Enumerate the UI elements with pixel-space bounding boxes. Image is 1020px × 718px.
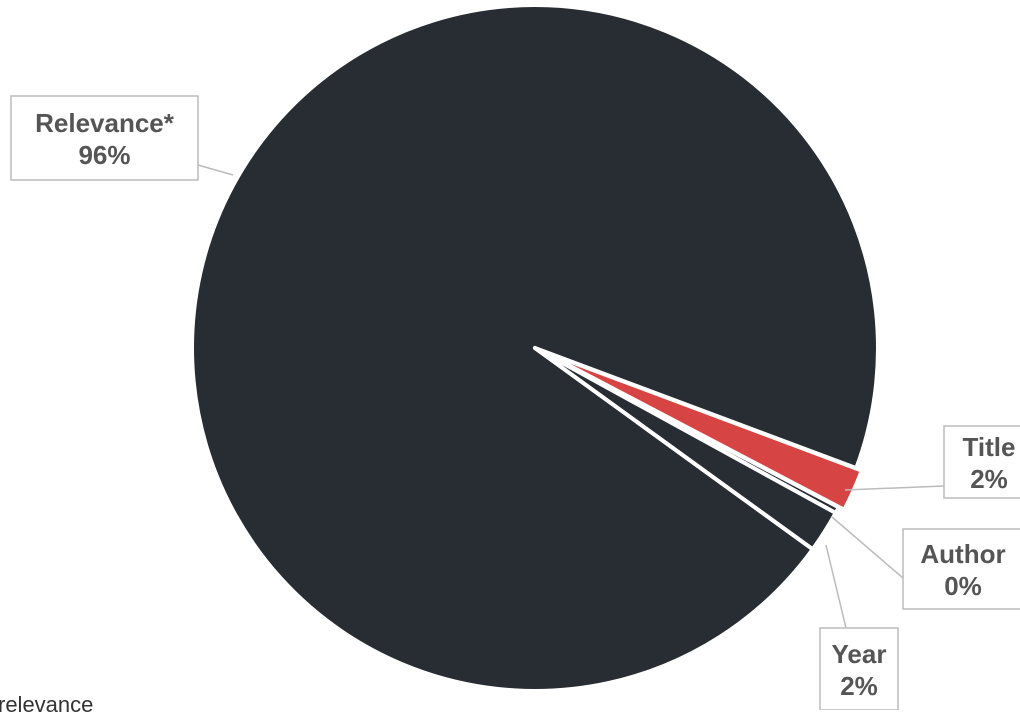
leader-line (825, 544, 847, 629)
label-box (819, 627, 899, 710)
pie-slice-title (538, 348, 864, 512)
label-box (902, 528, 1020, 610)
slice-label-name: Relevance* (35, 108, 175, 138)
slice-label-value: 0% (944, 571, 982, 601)
footnote: relevance (0, 692, 94, 717)
slice-label-name: Year (832, 639, 887, 669)
slice-label-value: 2% (840, 671, 878, 701)
label-box (943, 425, 1020, 499)
slice-label-value: 2% (970, 464, 1008, 494)
leader-line (831, 516, 904, 579)
label-box (10, 95, 199, 181)
pie-slice-year (533, 346, 838, 552)
slice-label-name: Author (920, 539, 1005, 569)
slice-label-relevance: Relevance*96% (10, 95, 234, 181)
slice-label-value: 96% (78, 140, 130, 170)
leader-line (197, 164, 234, 176)
leader-line (844, 485, 945, 491)
slice-label-name: Title (963, 432, 1016, 462)
